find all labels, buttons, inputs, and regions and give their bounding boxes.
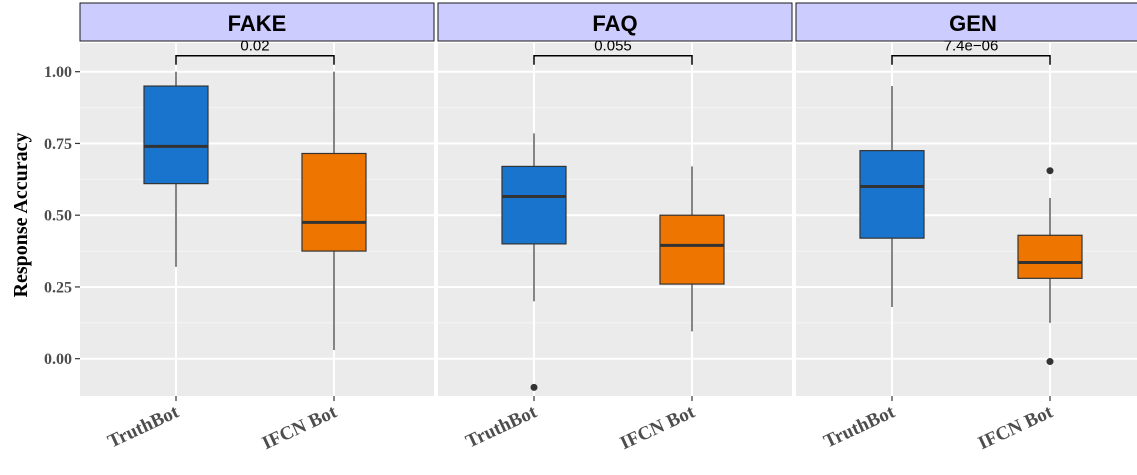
facet-strip <box>79 2 435 42</box>
p-value-label: 7.4e−06 <box>944 38 999 55</box>
outlier-point <box>1046 167 1054 175</box>
y-tick-label: 0.00 <box>44 351 72 368</box>
facet-title: FAQ <box>592 11 637 36</box>
y-tick-label: 1.00 <box>44 64 72 81</box>
box-ifcn-bot <box>301 71 367 351</box>
significance-bracket <box>175 54 335 65</box>
iqr-box <box>301 152 367 252</box>
facet-panels: 0.00 0.25 0.50 0.75 1.00 FAKE 0.02 TruthBot IFCN… <box>44 2 1137 454</box>
facet-strip <box>795 2 1137 42</box>
x-tick-label-truthbot: TruthBot <box>821 401 899 452</box>
box-ifcn-bot <box>1017 167 1083 366</box>
p-value-label: 0.055 <box>594 38 632 55</box>
facet-strip <box>437 2 793 42</box>
panel-background <box>438 43 792 396</box>
y-tick-label: 0.25 <box>44 279 72 296</box>
facet-panel-gen: GEN 7.4e−06 TruthBot IFCN Bot <box>795 2 1137 454</box>
facet-panel-fake: FAKE 0.02 TruthBot IFCN Bot <box>79 2 435 454</box>
x-tick-label-ifcn-bot: IFCN Bot <box>617 401 699 454</box>
x-tick-label-truthbot: TruthBot <box>463 401 541 452</box>
box-truthbot <box>143 71 209 267</box>
y-axis-title: Response Accuracy <box>10 133 32 298</box>
x-tick-label-ifcn-bot: IFCN Bot <box>259 401 341 454</box>
iqr-box <box>501 165 567 245</box>
facet-title: GEN <box>949 11 997 36</box>
outlier-point <box>1046 358 1054 366</box>
iqr-box <box>859 150 925 239</box>
y-tick-label: 0.50 <box>44 208 72 225</box>
significance-bracket <box>533 54 693 65</box>
y-tick-label: 0.75 <box>44 136 72 153</box>
significance-bracket <box>891 54 1051 65</box>
p-value-label: 0.02 <box>240 38 269 55</box>
facet-title: FAKE <box>228 11 287 36</box>
iqr-box <box>143 85 209 185</box>
x-tick-label-truthbot: TruthBot <box>105 401 183 452</box>
box-truthbot <box>859 86 925 308</box>
x-tick-label-ifcn-bot: IFCN Bot <box>975 401 1057 454</box>
box-ifcn-bot <box>659 166 725 332</box>
box-truthbot <box>501 133 567 391</box>
iqr-box <box>1017 234 1083 279</box>
iqr-box <box>659 214 725 285</box>
outlier-point <box>530 383 538 391</box>
facet-panel-faq: FAQ 0.055 TruthBot IFCN Bot <box>437 2 793 454</box>
panel-background <box>796 43 1137 396</box>
panel-background <box>80 43 434 396</box>
